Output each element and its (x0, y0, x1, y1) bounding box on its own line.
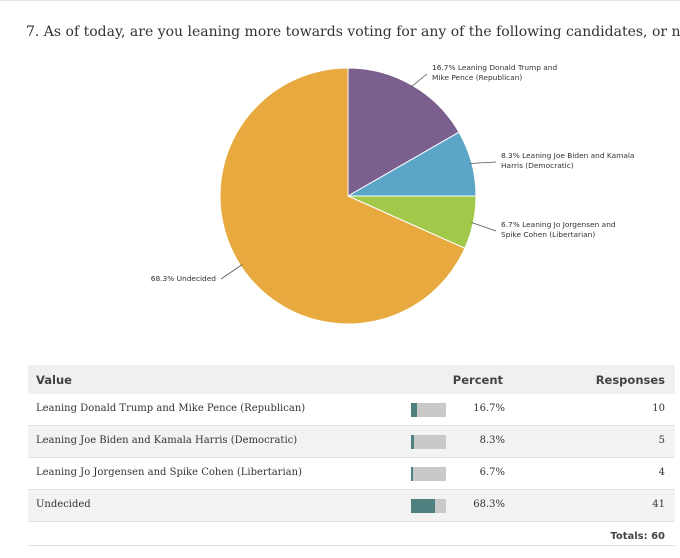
row-responses: 41 (652, 499, 665, 510)
table-row: Leaning Joe Biden and Kamala Harris (Dem… (28, 426, 675, 458)
pie-chart: 16.7% Leaning Donald Trump and Mike Pence… (151, 63, 634, 325)
bottom-divider (28, 545, 675, 546)
percent-bar-fill (411, 467, 414, 481)
leader-line (471, 221, 497, 232)
leader-line (469, 161, 497, 164)
results-table: Value Percent Responses Leaning Donald T… (28, 365, 675, 550)
percent-bar (411, 403, 446, 417)
row-percent: 8.3% (479, 435, 505, 446)
slice-label: 6.7% Leaning Jo Jorgensen and Spike Cohen… (501, 220, 616, 239)
row-percent: 16.7% (473, 403, 505, 414)
table-row: Leaning Donald Trump and Mike Pence (Rep… (28, 394, 675, 426)
row-responses: 4 (658, 467, 665, 478)
pie-slice (347, 67, 460, 197)
row-value: Leaning Jo Jorgensen and Spike Cohen (Li… (36, 467, 302, 478)
percent-bar-fill (411, 435, 414, 449)
slice-label: 8.3% Leaning Joe Biden and Kamala Harris … (501, 151, 634, 170)
slice-label: 16.7% Leaning Donald Trump and Mike Pence… (432, 63, 557, 82)
totals-row: Totals: 60 (28, 522, 675, 550)
row-percent: 68.3% (473, 499, 505, 510)
leader-line (410, 73, 428, 88)
table-header: Value Percent Responses (28, 365, 675, 394)
row-responses: 10 (652, 403, 665, 414)
percent-bar (411, 435, 446, 449)
percent-bar (411, 467, 446, 481)
row-value: Leaning Joe Biden and Kamala Harris (Dem… (36, 435, 298, 446)
row-value: Undecided (36, 499, 91, 510)
table-row: Leaning Jo Jorgensen and Spike Cohen (Li… (28, 458, 675, 490)
row-percent: 6.7% (479, 467, 505, 478)
question-title: 7. As of today, are you leaning more tow… (26, 24, 680, 40)
percent-bar-fill (411, 403, 417, 417)
table-row: Undecided 68.3% 41 (28, 490, 675, 522)
header-responses: Responses (595, 373, 665, 387)
row-value: Leaning Donald Trump and Mike Pence (Rep… (36, 403, 306, 414)
header-value: Value (36, 373, 72, 387)
header-percent: Percent (452, 373, 503, 387)
top-divider (0, 0, 680, 1)
slice-label: 68.3% Undecided (151, 274, 217, 283)
row-responses: 5 (658, 435, 665, 446)
leader-line (220, 264, 243, 280)
percent-bar (411, 499, 446, 513)
totals-text: Totals: 60 (610, 531, 665, 542)
percent-bar-fill (411, 499, 435, 513)
